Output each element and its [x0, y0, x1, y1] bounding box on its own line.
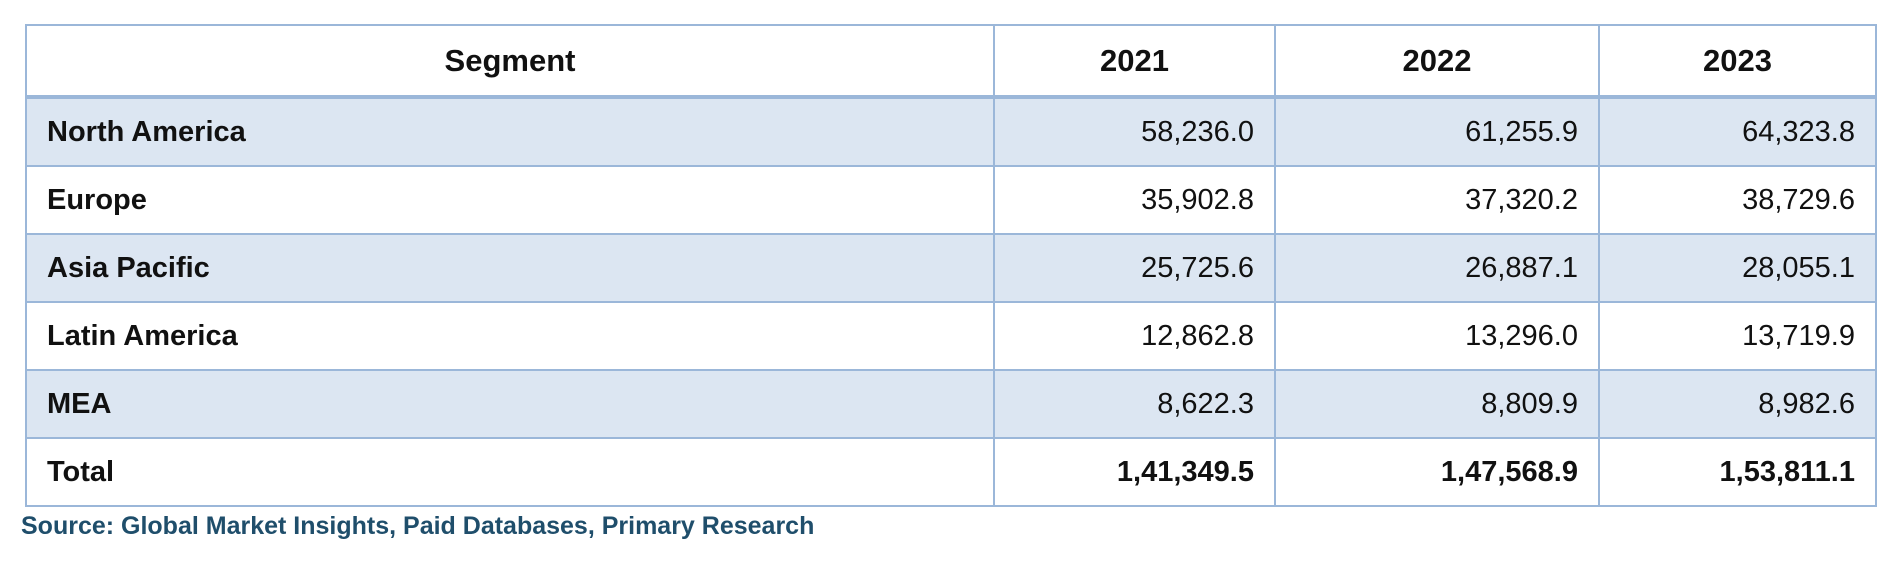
table-cell: 8,809.9: [1274, 369, 1600, 439]
row-label: North America: [25, 96, 995, 167]
header-year-2021: 2021: [993, 24, 1276, 99]
table-cell: 61,255.9: [1274, 96, 1600, 167]
segment-table: Segment 2021 2022 2023 North America 58,…: [25, 24, 1877, 507]
total-cell: 1,41,349.5: [993, 437, 1276, 507]
table-row: North America 58,236.0 61,255.9 64,323.8: [25, 96, 1877, 167]
total-cell: 1,53,811.1: [1598, 437, 1877, 507]
table-row: Asia Pacific 25,725.6 26,887.1 28,055.1: [25, 233, 1877, 303]
table-cell: 26,887.1: [1274, 233, 1600, 303]
header-segment: Segment: [25, 24, 995, 99]
total-row: Total 1,41,349.5 1,47,568.9 1,53,811.1: [25, 437, 1877, 507]
table-cell: 25,725.6: [993, 233, 1276, 303]
row-label: Asia Pacific: [25, 233, 995, 303]
header-year-2023: 2023: [1598, 24, 1877, 99]
data-table-container: Segment 2021 2022 2023 North America 58,…: [25, 24, 1877, 507]
header-year-2022: 2022: [1274, 24, 1600, 99]
table-row: Europe 35,902.8 37,320.2 38,729.6: [25, 165, 1877, 235]
row-label: Latin America: [25, 301, 995, 371]
table-cell: 13,719.9: [1598, 301, 1877, 371]
table-cell: 12,862.8: [993, 301, 1276, 371]
row-label: Europe: [25, 165, 995, 235]
table-cell: 8,982.6: [1598, 369, 1877, 439]
table-cell: 64,323.8: [1598, 96, 1877, 167]
table-cell: 8,622.3: [993, 369, 1276, 439]
table-cell: 38,729.6: [1598, 165, 1877, 235]
row-label: Total: [25, 437, 995, 507]
row-label: MEA: [25, 369, 995, 439]
table-cell: 37,320.2: [1274, 165, 1600, 235]
table-cell: 35,902.8: [993, 165, 1276, 235]
table-row: MEA 8,622.3 8,809.9 8,982.6: [25, 369, 1877, 439]
table-row: Latin America 12,862.8 13,296.0 13,719.9: [25, 301, 1877, 371]
table-cell: 28,055.1: [1598, 233, 1877, 303]
source-note: Source: Global Market Insights, Paid Dat…: [21, 512, 815, 540]
table-cell: 58,236.0: [993, 96, 1276, 167]
table-header-row: Segment 2021 2022 2023: [25, 24, 1877, 99]
table-cell: 13,296.0: [1274, 301, 1600, 371]
total-cell: 1,47,568.9: [1274, 437, 1600, 507]
